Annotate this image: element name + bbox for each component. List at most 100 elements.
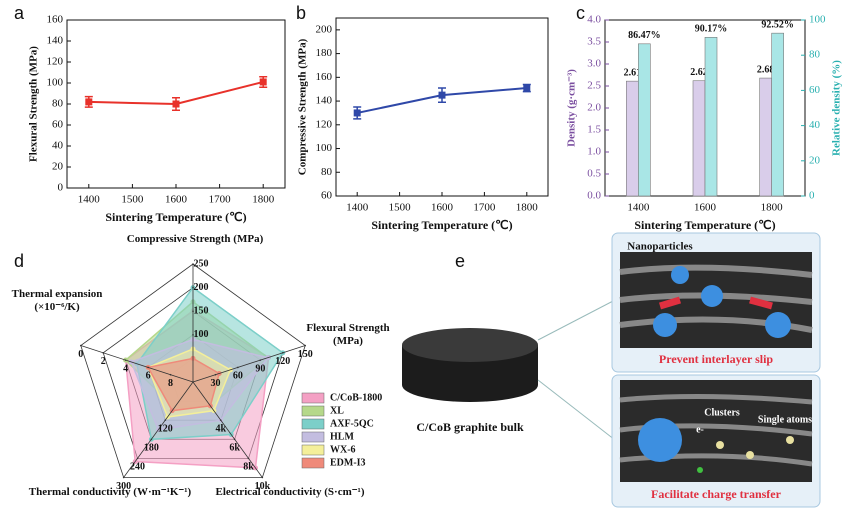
radar-tick [192, 310, 194, 313]
radar-tick-label: 0 [78, 349, 83, 360]
radar-tick [122, 476, 125, 479]
radar-tick [237, 366, 239, 369]
y-tick-label: 2.5 [587, 80, 601, 92]
y-tick-label: 1.5 [587, 124, 601, 136]
y-tick-label: 40 [52, 140, 64, 152]
radar-axis-label: Flexural Strength (MPa) [306, 322, 390, 347]
y-tick-label: 3.0 [587, 58, 601, 70]
plot-frame [335, 17, 549, 197]
y-tick-label: 60 [321, 190, 333, 202]
radar-tick [102, 352, 105, 354]
atom [746, 451, 754, 459]
radar-tick [147, 366, 149, 369]
x-tick-label: 1800 [761, 202, 784, 214]
radar-tick-label: 10k [255, 481, 271, 492]
radar-tick-label: 120 [158, 423, 173, 434]
graphene-layers [619, 393, 813, 467]
callout: e- [696, 424, 704, 435]
radar-tick-label: 120 [275, 356, 290, 367]
radar-axis-label: Thermal expansion (×10⁻⁶/K) [11, 288, 103, 313]
y-tick-label: 120 [47, 56, 64, 68]
y-tick-label: 160 [316, 71, 333, 83]
x-tick-label: 1800 [252, 194, 275, 206]
radar-tick-label: 250 [194, 258, 209, 269]
y-tick-label: 4.0 [587, 14, 601, 26]
bar [692, 80, 706, 197]
x-tick-label: 1400 [627, 202, 650, 214]
radar-axis-label: Electrical conductivity (S·cm⁻¹) [215, 486, 365, 498]
y-tick-label: 20 [52, 161, 64, 173]
y-tick-label: 180 [316, 47, 333, 59]
radar-tick [214, 373, 217, 376]
radar-tick [192, 286, 194, 289]
radar-tick-label: 6 [146, 371, 151, 382]
caption: Facilitate charge transfer [651, 487, 782, 501]
y2-tick-label: 80 [809, 49, 821, 61]
radar-tick [281, 352, 284, 354]
connector [537, 299, 616, 341]
radar-tick [233, 438, 236, 441]
y-tick-label: 80 [52, 98, 64, 110]
callout: Single atoms [758, 414, 812, 425]
x-tick-label: 1400 [346, 202, 369, 214]
value-label: 92.52% [761, 19, 794, 30]
y-tick-label: 120 [316, 118, 333, 130]
value-label: 2.68 [757, 64, 775, 75]
radar-tick-label: 60 [233, 371, 243, 382]
radar-axis-label: Compressive Strength (MPa) [126, 233, 264, 245]
y-axis-label: Compressive Strength (MPa) [297, 38, 309, 175]
y2-tick-label: 60 [809, 84, 821, 96]
y-tick-label: 0.5 [587, 168, 601, 180]
radar-tick [261, 476, 264, 479]
particle [765, 312, 791, 338]
legend-swatch [301, 444, 325, 456]
legend-swatch [301, 431, 325, 443]
illustration [402, 232, 821, 508]
disk-top [402, 328, 538, 362]
bar [638, 43, 651, 197]
y-axis-label: Flexural Strength (MPa) [28, 46, 40, 162]
y-tick-label: 3.5 [587, 36, 601, 48]
radar-tick-label: 100 [194, 329, 209, 340]
radar-tick-label: 8 [168, 378, 173, 389]
x-tick-label: 1400 [78, 194, 101, 206]
x-tick-label: 1500 [389, 202, 412, 214]
radar-tick-label: 200 [194, 282, 209, 293]
connector [537, 379, 616, 441]
bar [626, 80, 639, 197]
legend-swatch [301, 457, 325, 469]
bar [771, 32, 784, 197]
legend-label: XL [330, 405, 344, 416]
radar-tick [304, 344, 307, 347]
legend-label: AXF-5QC [330, 418, 374, 429]
atom [786, 436, 794, 444]
radar-tick-label: 240 [130, 462, 145, 473]
y2-tick-label: 40 [809, 119, 821, 131]
marker [85, 98, 93, 106]
y-tick-label: 2.0 [587, 102, 601, 114]
atom [716, 441, 724, 449]
caption: Prevent interlayer slip [659, 352, 774, 366]
bar [759, 77, 772, 197]
radar-tick [259, 359, 262, 361]
radar-tick-label: 150 [194, 305, 209, 316]
panel-label: c [576, 3, 585, 23]
x-tick-label: 1700 [209, 194, 232, 206]
bar [704, 37, 718, 197]
y-axis-label: Density (g·cm⁻³) [566, 69, 578, 147]
particle [671, 266, 689, 284]
y2-axis-label: Relative density (%) [831, 60, 843, 156]
callout: Nanoparticles [627, 241, 693, 253]
radar-tick [192, 263, 194, 265]
callout: Clusters [704, 407, 740, 418]
y-tick-label: 200 [316, 23, 333, 35]
x-tick-label: 1600 [694, 202, 717, 214]
y-tick-label: 0.0 [587, 190, 601, 202]
x-tick-label: 1600 [431, 202, 454, 214]
radar-tick-label: 4 [123, 363, 128, 374]
y-tick-label: 140 [47, 35, 64, 47]
radar-tick [169, 373, 172, 376]
radar-axis-label: Thermal conductivity (W·m⁻¹K⁻¹) [28, 486, 192, 498]
